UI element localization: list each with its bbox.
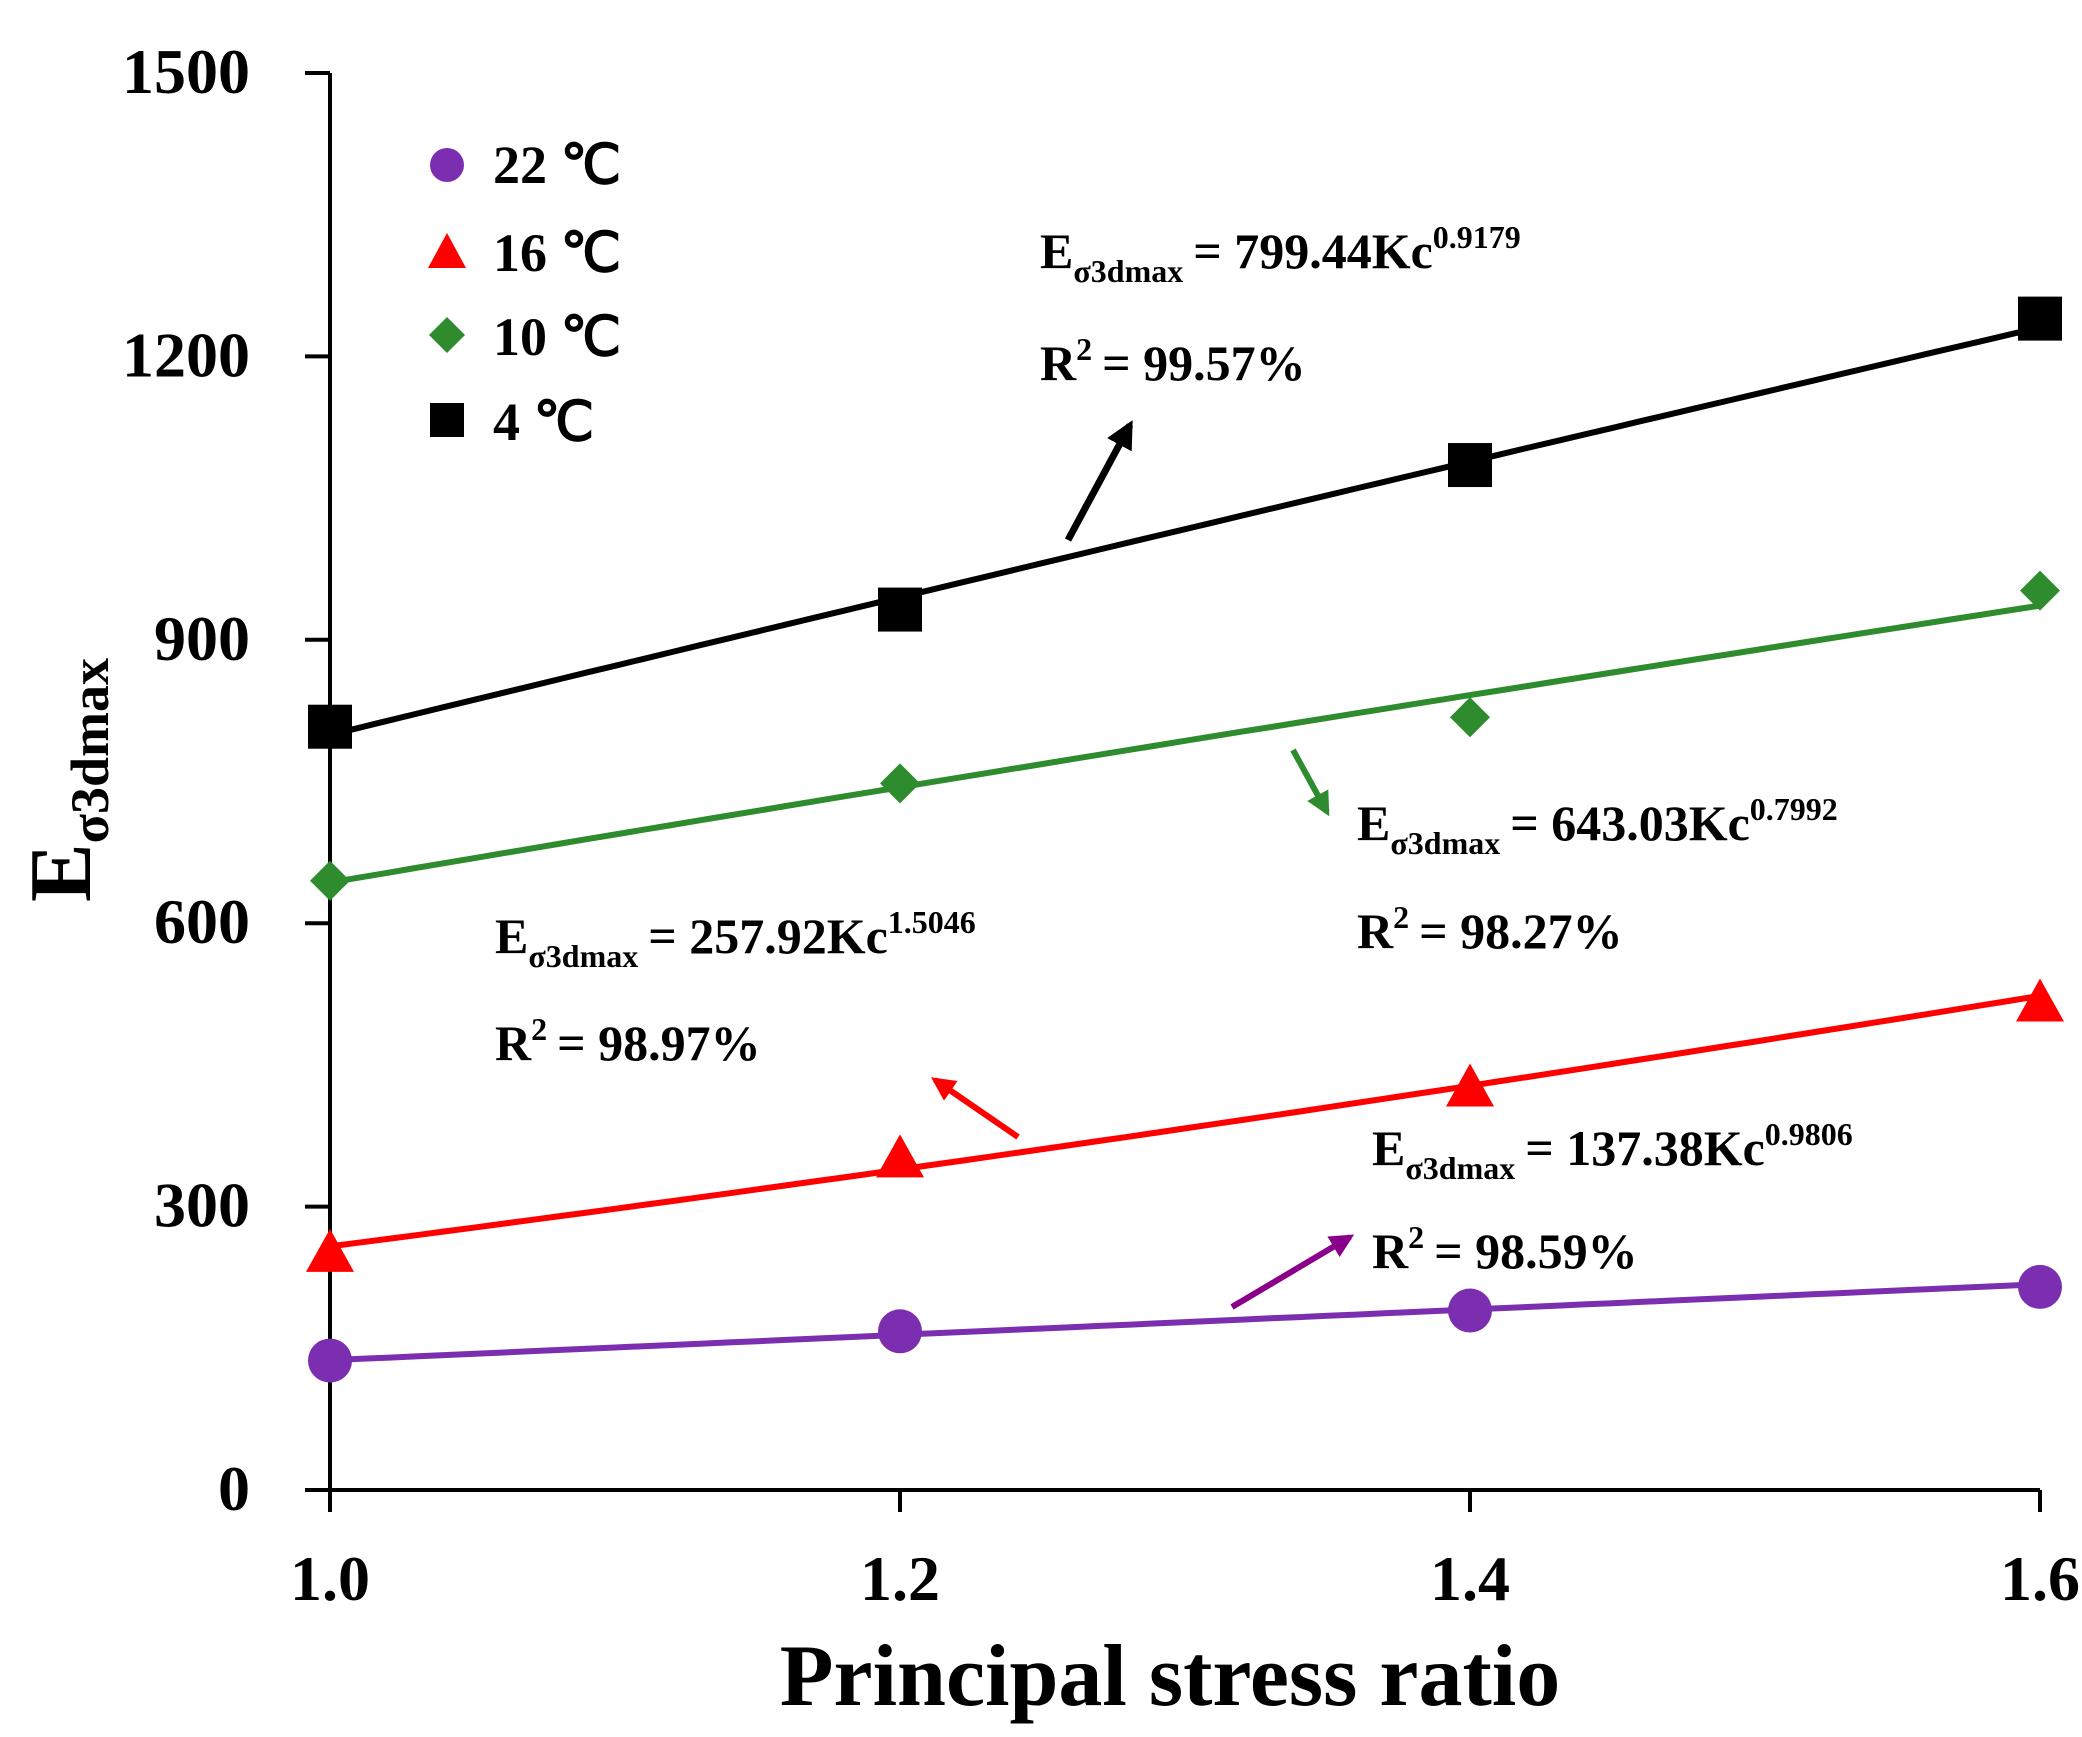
- legend-item-22c: 22 ℃: [430, 135, 621, 195]
- x-axis-title: Principal stress ratio: [780, 1628, 1560, 1725]
- legend-item-10c: 10 ℃: [429, 307, 621, 367]
- annotation-16c: Eσ3dmax = 257.92Kc1.5046 R2 = 98.97%: [495, 904, 1020, 1140]
- y-tick-label: 0: [218, 1453, 250, 1524]
- data-point-triangle: [1446, 1063, 1494, 1107]
- r2-22c: R2 = 98.59%: [1372, 1219, 1638, 1279]
- y-ticks: 0 300 600 900 1200 1500: [122, 36, 330, 1524]
- r2-4c: R2 = 99.57%: [1040, 331, 1306, 391]
- x-tick-label: 1.2: [860, 1543, 940, 1614]
- data-point-circle: [1448, 1288, 1492, 1333]
- data-point-square: [2018, 296, 2062, 341]
- annotation-22c: Eσ3dmax = 137.38Kc0.9806 R2 = 98.59%: [1230, 1116, 1853, 1310]
- legend-label-4c: 4 ℃: [493, 392, 594, 452]
- fit-line-3: [329, 324, 2041, 738]
- annotation-4c: Eσ3dmax = 799.44Kc0.9179 R2 = 99.57%: [1040, 219, 1521, 542]
- data-point-square: [1448, 443, 1492, 488]
- y-tick-label: 1500: [122, 36, 250, 107]
- data-point-triangle: [306, 1228, 354, 1272]
- equation-10c: Eσ3dmax = 643.03Kc0.7992: [1357, 791, 1838, 861]
- legend-label-10c: 10 ℃: [493, 307, 621, 367]
- data-point-circle: [2018, 1264, 2062, 1309]
- y-tick-label: 600: [154, 886, 250, 957]
- data-point-diamond: [1450, 697, 1490, 738]
- legend-marker-square: [430, 403, 464, 437]
- legend-marker-circle: [430, 148, 464, 182]
- data-point-triangle: [876, 1134, 924, 1178]
- x-ticks: 1.0 1.2 1.4 1.6: [290, 1490, 2080, 1614]
- r2-10c: R2 = 98.27%: [1357, 899, 1623, 959]
- fit-line-1: [329, 992, 2041, 1250]
- equation-22c: Eσ3dmax = 137.38Kc0.9806: [1372, 1116, 1853, 1186]
- data-point-triangle: [2016, 978, 2064, 1022]
- fit-line-2: [329, 602, 2041, 886]
- legend: 22 ℃ 16 ℃ 10 ℃ 4 ℃: [428, 135, 621, 452]
- legend-label-16c: 16 ℃: [493, 223, 621, 283]
- legend-item-4c: 4 ℃: [430, 392, 594, 452]
- x-tick-label: 1.4: [1430, 1543, 1510, 1614]
- fit-line-0: [329, 1281, 2041, 1364]
- y-tick-label: 1200: [122, 319, 250, 390]
- data-point-circle: [308, 1338, 352, 1383]
- x-tick-label: 1.0: [290, 1543, 370, 1614]
- legend-marker-triangle: [428, 233, 466, 268]
- equation-4c: Eσ3dmax = 799.44Kc0.9179: [1040, 219, 1521, 289]
- y-tick-label: 300: [154, 1170, 250, 1241]
- data-point-circle: [878, 1309, 922, 1354]
- data-point-square: [878, 587, 922, 632]
- legend-item-16c: 16 ℃: [428, 223, 621, 283]
- fit-lines: [329, 324, 2041, 1364]
- legend-label-22c: 22 ℃: [493, 135, 621, 195]
- data-point-diamond: [880, 763, 920, 804]
- data-point-square: [308, 704, 352, 749]
- equation-16c: Eσ3dmax = 257.92Kc1.5046: [495, 904, 976, 974]
- r2-16c: R2 = 98.97%: [495, 1011, 761, 1071]
- arrow-16c: [931, 1077, 1020, 1140]
- arrow-10c: [1290, 748, 1330, 817]
- legend-marker-diamond: [429, 317, 465, 353]
- x-tick-label: 1.6: [2000, 1543, 2080, 1614]
- annotation-10c: Eσ3dmax = 643.03Kc0.7992 R2 = 98.27%: [1290, 748, 1838, 959]
- data-point-diamond: [2020, 570, 2060, 611]
- data-points: [306, 296, 2064, 1383]
- arrow-22c: [1230, 1234, 1355, 1310]
- y-axis-title: Eσ3dmax: [13, 658, 120, 902]
- arrow-4c: [1064, 420, 1134, 542]
- data-point-diamond: [310, 860, 350, 901]
- y-tick-label: 900: [154, 603, 250, 674]
